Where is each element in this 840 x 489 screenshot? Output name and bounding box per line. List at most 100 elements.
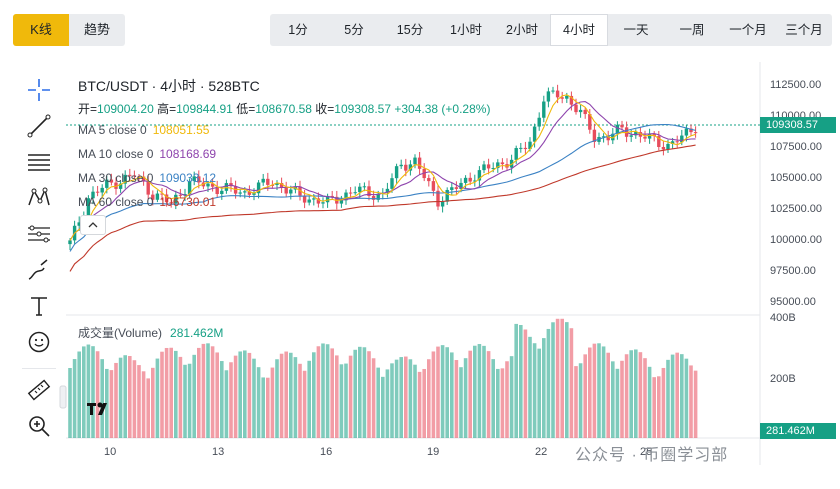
volume-bar xyxy=(482,345,486,438)
timeframe-1mo[interactable]: 一个月 xyxy=(729,23,767,37)
timeframe-1d[interactable]: 一天 xyxy=(623,23,649,37)
timeframe-1w[interactable]: 一周 xyxy=(679,23,705,37)
high-value: 109844.91 xyxy=(176,102,233,116)
volume-bar xyxy=(367,351,371,438)
candle-body xyxy=(537,117,541,127)
candle-body xyxy=(178,194,183,196)
volume-bar xyxy=(187,363,192,438)
change-value: +304.38 (+0.28%) xyxy=(394,102,491,116)
candle-body xyxy=(312,198,316,200)
timeframe-4h[interactable]: 4小时 xyxy=(550,14,608,46)
collapse-legend-button[interactable] xyxy=(80,215,106,235)
volume-bar xyxy=(615,368,620,438)
candle-body xyxy=(390,178,394,189)
candle-body xyxy=(569,95,574,105)
volume-bar xyxy=(509,356,514,438)
ma5-legend[interactable]: MA 5 close 0 108051.55 xyxy=(78,123,209,137)
trendline-icon[interactable] xyxy=(23,110,55,142)
volume-bar xyxy=(523,329,528,438)
timeframe-5m[interactable]: 5分 xyxy=(344,23,364,37)
volume-bar xyxy=(477,344,482,438)
candle-body xyxy=(680,135,684,143)
candle-body xyxy=(109,179,114,183)
volume-label: 成交量(Volume) xyxy=(78,326,163,340)
emoji-icon[interactable] xyxy=(23,326,55,358)
crosshair-icon[interactable] xyxy=(23,74,55,106)
volume-bar xyxy=(555,318,560,438)
candle-body xyxy=(565,95,569,99)
volume-bar xyxy=(224,370,229,438)
volume-bar xyxy=(675,352,679,438)
volume-bar xyxy=(307,360,311,438)
volume-bar xyxy=(629,350,633,438)
volume-bar xyxy=(385,369,390,438)
timeframe-3mo[interactable]: 三个月 xyxy=(785,23,823,37)
pattern-icon[interactable] xyxy=(23,182,55,214)
candle-body xyxy=(330,195,334,197)
candle-body xyxy=(86,198,91,216)
ruler-icon[interactable] xyxy=(23,374,55,406)
volume-bar xyxy=(141,371,146,438)
pair-title: BTC/USDT · 4小时 · 528BTC xyxy=(78,78,260,94)
timeframe-1m[interactable]: 1分 xyxy=(288,23,308,37)
volume-bar xyxy=(371,358,376,438)
open-value: 109004.20 xyxy=(97,102,154,116)
candle-body xyxy=(583,109,587,115)
volume-bar xyxy=(109,370,114,438)
volume-bar xyxy=(578,363,583,438)
candle-body xyxy=(440,201,445,207)
volume-bar xyxy=(491,359,495,438)
candle-body xyxy=(620,124,624,128)
candle-body xyxy=(123,174,127,184)
volume-bar xyxy=(321,343,325,438)
measure-icon[interactable] xyxy=(23,218,55,250)
volume-bar xyxy=(164,347,169,438)
timeframe-2h[interactable]: 2小时 xyxy=(506,23,538,37)
volume-bar xyxy=(68,368,72,438)
volume-bar xyxy=(408,359,413,438)
volume-bar xyxy=(431,351,436,438)
candle-body xyxy=(160,193,164,195)
candle-body xyxy=(528,141,532,150)
ma5-line xyxy=(69,94,696,241)
candle-body xyxy=(105,179,109,188)
candle-body xyxy=(514,148,518,160)
candle-body xyxy=(289,189,293,194)
volume-bar xyxy=(463,358,468,438)
timeframe-1h[interactable]: 1小时 xyxy=(450,23,482,37)
volume-bar xyxy=(358,346,362,438)
volume-bar xyxy=(256,367,261,438)
ma30-legend[interactable]: MA 30 close 0 109033.12 xyxy=(78,171,216,185)
candle-body xyxy=(427,178,431,182)
ma60-legend[interactable]: MA 60 close 0 106730.01 xyxy=(78,195,216,209)
candle-body xyxy=(468,177,472,182)
current-price-tag: 109308.57 xyxy=(760,117,836,133)
ma10-legend[interactable]: MA 10 close 0 108168.69 xyxy=(78,147,216,161)
volume-bar xyxy=(82,346,86,438)
zoom-icon[interactable] xyxy=(23,410,55,442)
volume-bar xyxy=(376,367,380,438)
volume-bar xyxy=(72,359,77,438)
text-icon[interactable] xyxy=(23,290,55,322)
volume-bar xyxy=(666,359,670,438)
volume-tag: 281.462M xyxy=(760,423,836,439)
candle-body xyxy=(459,182,463,189)
tab-trend[interactable]: 趋势 xyxy=(69,14,125,46)
timeframe-15m[interactable]: 15分 xyxy=(396,23,424,37)
candle-body xyxy=(657,136,661,147)
horizontal-lines-icon[interactable] xyxy=(23,146,55,178)
volume-bar xyxy=(661,367,666,438)
ma60-value: 106730.01 xyxy=(159,195,217,209)
ma10-value: 108168.69 xyxy=(159,147,217,161)
volume-bar xyxy=(192,354,196,438)
ma30-value: 109033.12 xyxy=(159,171,217,185)
ma60-label: MA 60 close 0 xyxy=(78,195,154,209)
volume-bar xyxy=(638,352,643,438)
brush-icon[interactable] xyxy=(23,254,55,286)
time-tick: 25 xyxy=(640,446,653,458)
candle-body xyxy=(362,186,367,188)
volume-bar xyxy=(519,325,523,438)
tab-kline[interactable]: K线 xyxy=(13,14,69,46)
candle-body xyxy=(256,182,261,194)
